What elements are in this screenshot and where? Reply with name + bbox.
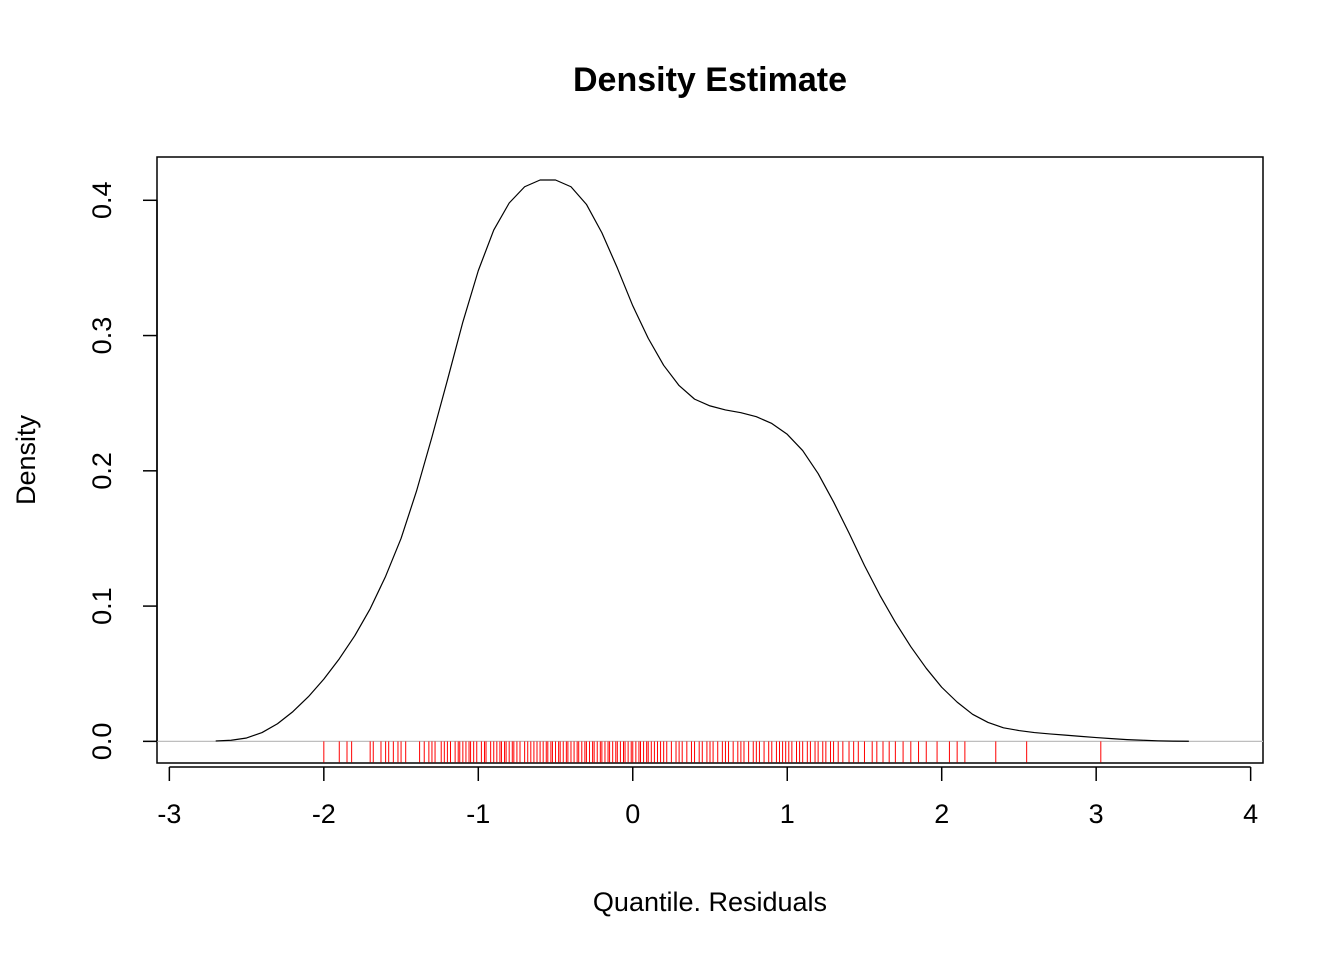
x-tick-label: 3 (1089, 799, 1104, 829)
y-tick-label: 0.0 (87, 723, 117, 761)
y-tick-label: 0.4 (87, 182, 117, 220)
rug-marks (323, 741, 1102, 763)
x-tick-label: 2 (934, 799, 949, 829)
y-tick-label: 0.3 (87, 317, 117, 355)
x-tick-label: -2 (312, 799, 336, 829)
y-tick-label: 0.2 (87, 452, 117, 490)
plot-frame (156, 156, 1264, 764)
x-tick-label: -1 (466, 799, 490, 829)
y-tick-label: 0.1 (87, 587, 117, 625)
y-axis: 0.0 0.1 0.2 0.3 0.4 (87, 182, 158, 761)
y-axis-label: Density (11, 414, 41, 505)
x-tick-label: 0 (625, 799, 640, 829)
x-tick-label: 4 (1243, 799, 1258, 829)
density-curve-line (215, 179, 1189, 742)
plot-content (157, 179, 1263, 763)
x-axis: -3 -2 -1 0 1 2 3 4 (157, 766, 1258, 829)
x-tick-label: -3 (157, 799, 181, 829)
x-axis-label: Quantile. Residuals (593, 887, 827, 917)
chart-title: Density Estimate (573, 61, 847, 99)
x-tick-label: 1 (780, 799, 795, 829)
